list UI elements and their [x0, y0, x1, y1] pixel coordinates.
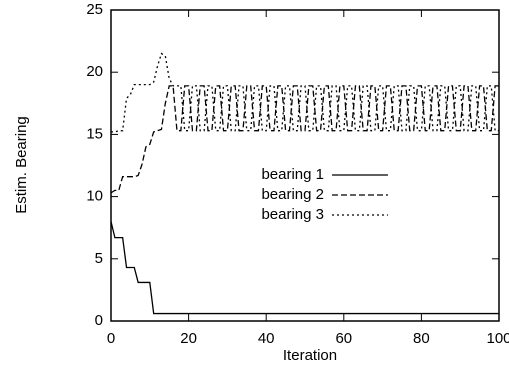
- y-tick-label: 5: [95, 250, 103, 267]
- line-series: [110, 85, 499, 194]
- legend-label: bearing 1: [261, 166, 324, 183]
- y-tick-label: 0: [95, 312, 103, 329]
- y-tick-label: 25: [86, 1, 103, 18]
- legend-label: bearing 2: [261, 186, 324, 203]
- x-tick-label: 20: [180, 330, 197, 347]
- x-tick-label: 40: [258, 330, 275, 347]
- legend-label: bearing 3: [261, 206, 324, 223]
- x-tick-label: 100: [486, 330, 509, 347]
- x-axis-label: Iteration: [283, 347, 337, 364]
- plot-frame: [110, 9, 500, 322]
- line-series: [110, 221, 499, 315]
- x-tick-label: 80: [413, 330, 430, 347]
- y-axis-label: Estim. Bearing: [13, 116, 30, 214]
- y-tick-label: 15: [86, 125, 103, 142]
- y-tick-label: 20: [86, 63, 103, 80]
- y-tick-label: 10: [86, 188, 103, 205]
- x-tick-label: 0: [107, 330, 115, 347]
- x-tick-label: 60: [335, 330, 352, 347]
- line-series: [111, 52, 499, 133]
